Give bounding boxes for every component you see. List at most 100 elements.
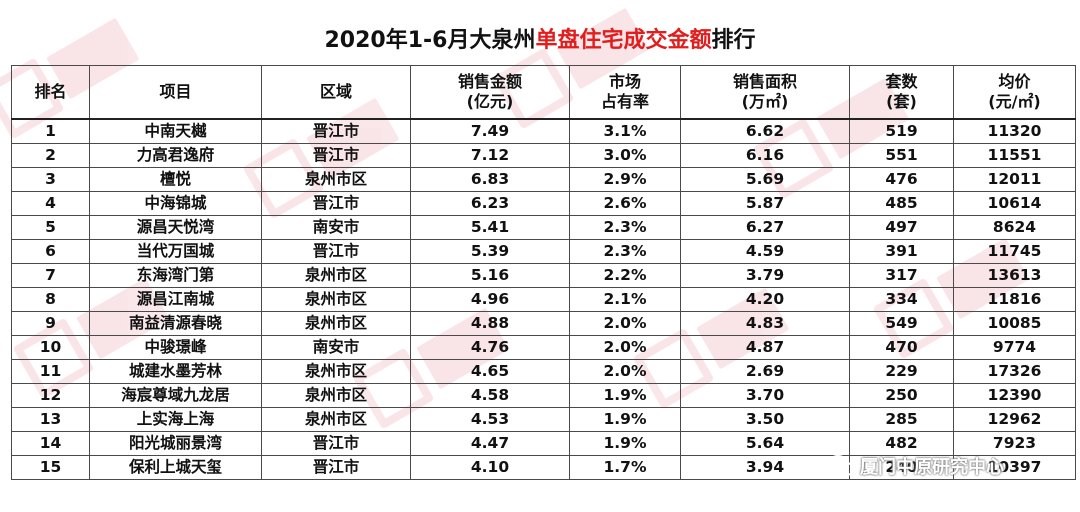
ranking-table: 排名 项目 区域 销售金额 (亿元) 市场 占有率 销售面积 (万㎡) 套数 (套) 均… (11, 65, 1076, 480)
cell-sales-area: 3.94 (680, 455, 850, 480)
cell-project: 檀悦 (89, 167, 262, 192)
cell-rank: 7 (11, 263, 90, 288)
cell-region: 晋江市 (261, 191, 411, 216)
cell-region: 南安市 (261, 215, 411, 240)
cell-units: 497 (849, 215, 954, 240)
cell-rank: 14 (11, 431, 90, 456)
cell-avg-price: 11745 (953, 239, 1076, 264)
cell-sales-amount: 4.10 (410, 455, 570, 480)
cell-sales-area: 3.79 (680, 263, 850, 288)
cell-rank: 12 (11, 383, 90, 408)
header-rank: 排名 (11, 65, 90, 120)
cell-market-share: 2.0% (569, 311, 681, 336)
table-row: 12 海宸尊域九龙居 泉州市区 4.58 1.9% 3.70 250 12390 (11, 383, 1076, 408)
cell-market-share: 2.1% (569, 287, 681, 312)
table-row: 1 中南天樾 晋江市 7.49 3.1% 6.62 519 11320 (11, 118, 1076, 144)
cell-market-share: 1.9% (569, 431, 681, 456)
cell-sales-area: 5.64 (680, 431, 850, 456)
cell-sales-area: 2.69 (680, 359, 850, 384)
cell-sales-amount: 4.88 (410, 311, 570, 336)
cell-sales-amount: 4.65 (410, 359, 570, 384)
cell-avg-price: 11816 (953, 287, 1076, 312)
table-body: 1 中南天樾 晋江市 7.49 3.1% 6.62 519 11320 2 力高君逸府 晋江市 7.1… (11, 118, 1076, 480)
cell-market-share: 2.3% (569, 239, 681, 264)
cell-sales-amount: 4.96 (410, 287, 570, 312)
cell-region: 晋江市 (261, 455, 411, 480)
cell-rank: 4 (11, 191, 90, 216)
cell-avg-price: 11320 (953, 118, 1076, 144)
cell-rank: 2 (11, 143, 90, 168)
wechat-account-name: 厦门中原研究中心 (860, 457, 1004, 478)
table-row: 7 东海湾门第 泉州市区 5.16 2.2% 3.79 317 13613 (11, 263, 1076, 288)
cell-region: 晋江市 (261, 118, 411, 144)
cell-units: 551 (849, 143, 954, 168)
cell-project: 中海锦城 (89, 191, 262, 216)
cell-avg-price: 12962 (953, 407, 1076, 432)
cell-units: 391 (849, 239, 954, 264)
cell-project: 上实海上海 (89, 407, 262, 432)
cell-region: 泉州市区 (261, 287, 411, 312)
cell-rank: 8 (11, 287, 90, 312)
cell-units: 482 (849, 431, 954, 456)
cell-project: 源昌天悦湾 (89, 215, 262, 240)
cell-sales-amount: 7.49 (410, 118, 570, 144)
header-market-share: 市场 占有率 (569, 65, 681, 120)
cell-project: 中骏璟峰 (89, 335, 262, 360)
cell-region: 泉州市区 (261, 311, 411, 336)
cell-project: 源昌江南城 (89, 287, 262, 312)
header-sales-amount: 销售金额 (亿元) (410, 65, 570, 120)
header-sales-area: 销售面积 (万㎡) (680, 65, 850, 120)
title-prefix: 2020年1-6月大泉州 (324, 28, 536, 53)
cell-avg-price: 17326 (953, 359, 1076, 384)
cell-units: 476 (849, 167, 954, 192)
cell-avg-price: 12390 (953, 383, 1076, 408)
cell-market-share: 2.9% (569, 167, 681, 192)
cell-rank: 5 (11, 215, 90, 240)
table-row: 13 上实海上海 泉州市区 4.53 1.9% 3.50 285 12962 (11, 407, 1076, 432)
cell-sales-area: 6.62 (680, 118, 850, 144)
cell-rank: 1 (11, 118, 90, 144)
table-row: 3 檀悦 泉州市区 6.83 2.9% 5.69 476 12011 (11, 167, 1076, 192)
cell-region: 泉州市区 (261, 167, 411, 192)
header-project: 项目 (89, 65, 262, 120)
cell-project: 海宸尊域九龙居 (89, 383, 262, 408)
wechat-icon (827, 455, 854, 477)
cell-market-share: 2.2% (569, 263, 681, 288)
cell-region: 晋江市 (261, 143, 411, 168)
cell-sales-area: 3.50 (680, 407, 850, 432)
table-row: 10 中骏璟峰 南安市 4.76 2.0% 4.87 470 9774 (11, 335, 1076, 360)
cell-sales-amount: 5.41 (410, 215, 570, 240)
wechat-source-label: 厦门中原研究中心 (826, 450, 1004, 482)
cell-sales-area: 4.83 (680, 311, 850, 336)
header-region: 区域 (261, 65, 411, 120)
cell-sales-area: 6.16 (680, 143, 850, 168)
cell-rank: 9 (11, 311, 90, 336)
cell-avg-price: 9774 (953, 335, 1076, 360)
table-row: 14 阳光城丽景湾 晋江市 4.47 1.9% 5.64 482 7923 (11, 431, 1076, 456)
header-avg-price: 均价 (元/㎡) (953, 65, 1076, 120)
cell-sales-amount: 4.53 (410, 407, 570, 432)
cell-rank: 10 (11, 335, 90, 360)
cell-sales-amount: 4.76 (410, 335, 570, 360)
cell-sales-area: 5.69 (680, 167, 850, 192)
cell-sales-amount: 5.16 (410, 263, 570, 288)
table-row: 9 南益清源春晓 泉州市区 4.88 2.0% 4.83 549 10085 (11, 311, 1076, 336)
cell-sales-amount: 6.23 (410, 191, 570, 216)
cell-units: 549 (849, 311, 954, 336)
table-row: 15 保利上城天玺 晋江市 4.10 1.7% 3.94 240 10397 (11, 455, 1076, 480)
cell-rank: 15 (11, 455, 90, 480)
cell-sales-area: 4.59 (680, 239, 850, 264)
cell-units: 485 (849, 191, 954, 216)
cell-units: 519 (849, 118, 954, 144)
cell-sales-area: 6.27 (680, 215, 850, 240)
cell-market-share: 1.9% (569, 383, 681, 408)
table-row: 2 力高君逸府 晋江市 7.12 3.0% 6.16 551 11551 (11, 143, 1076, 168)
cell-region: 晋江市 (261, 431, 411, 456)
cell-units: 250 (849, 383, 954, 408)
cell-project: 南益清源春晓 (89, 311, 262, 336)
cell-region: 南安市 (261, 335, 411, 360)
title-highlight: 单盘住宅成交金额 (535, 28, 712, 53)
table-row: 4 中海锦城 晋江市 6.23 2.6% 5.87 485 10614 (11, 191, 1076, 216)
table-row: 8 源昌江南城 泉州市区 4.96 2.1% 4.20 334 11816 (11, 287, 1076, 312)
